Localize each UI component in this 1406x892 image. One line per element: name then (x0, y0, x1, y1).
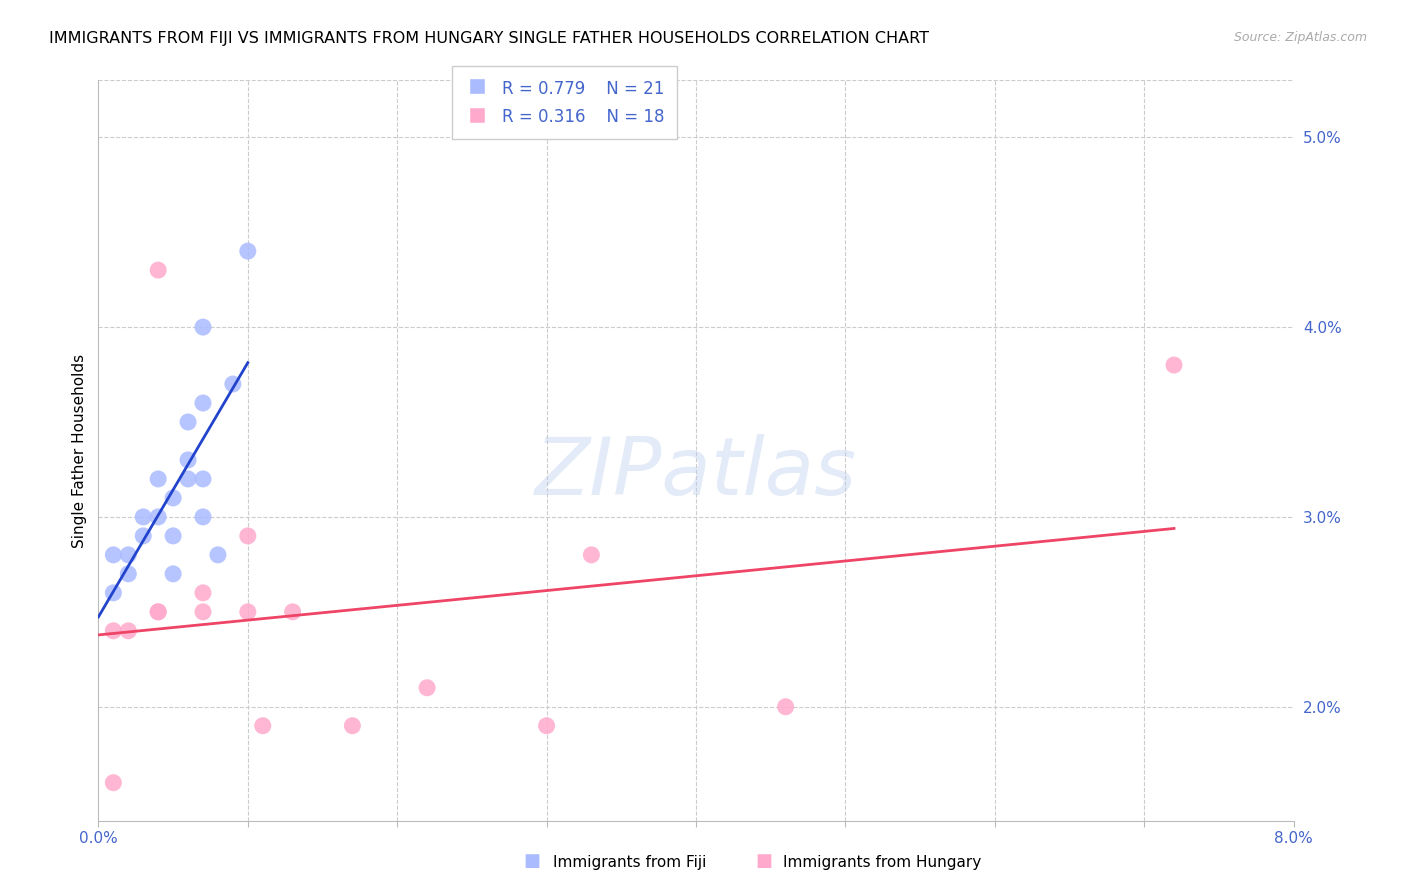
Legend: R = 0.779    N = 21, R = 0.316    N = 18: R = 0.779 N = 21, R = 0.316 N = 18 (453, 66, 676, 139)
Point (132, 509, 155, 524)
Point (775, 699, 797, 714)
Point (103, 548, 125, 562)
Point (281, 605, 304, 619)
Point (162, 566, 184, 581)
Point (117, 548, 139, 562)
Point (177, 453, 200, 467)
Point (148, 263, 170, 277)
Point (177, 415, 200, 429)
Text: ■: ■ (523, 852, 540, 870)
Point (236, 605, 259, 619)
Point (236, 244, 259, 259)
Point (222, 377, 245, 392)
Point (236, 529, 259, 543)
Point (162, 491, 184, 505)
Text: IMMIGRANTS FROM FIJI VS IMMIGRANTS FROM HUNGARY SINGLE FATHER HOUSEHOLDS CORRELA: IMMIGRANTS FROM FIJI VS IMMIGRANTS FROM … (49, 31, 929, 46)
Point (148, 509, 170, 524)
Point (103, 775, 125, 789)
Point (117, 624, 139, 638)
Point (103, 586, 125, 600)
Text: Immigrants from Fiji: Immigrants from Fiji (553, 855, 706, 870)
Text: Immigrants from Hungary: Immigrants from Hungary (783, 855, 981, 870)
Point (416, 681, 439, 695)
Point (148, 605, 170, 619)
Text: Source: ZipAtlas.com: Source: ZipAtlas.com (1233, 31, 1367, 45)
Point (207, 548, 229, 562)
Point (103, 624, 125, 638)
Text: ZIPatlas: ZIPatlas (534, 434, 858, 512)
Point (177, 472, 200, 486)
Point (117, 566, 139, 581)
Point (191, 396, 214, 410)
Point (191, 509, 214, 524)
Text: ■: ■ (755, 852, 772, 870)
Point (132, 529, 155, 543)
Point (191, 586, 214, 600)
Point (148, 472, 170, 486)
Point (191, 605, 214, 619)
Point (191, 472, 214, 486)
Point (252, 719, 274, 733)
Y-axis label: Single Father Households: Single Father Households (72, 353, 87, 548)
Point (191, 320, 214, 334)
Point (1163, 358, 1185, 372)
Point (581, 548, 603, 562)
Point (162, 529, 184, 543)
Point (148, 605, 170, 619)
Point (536, 719, 558, 733)
Point (342, 719, 364, 733)
